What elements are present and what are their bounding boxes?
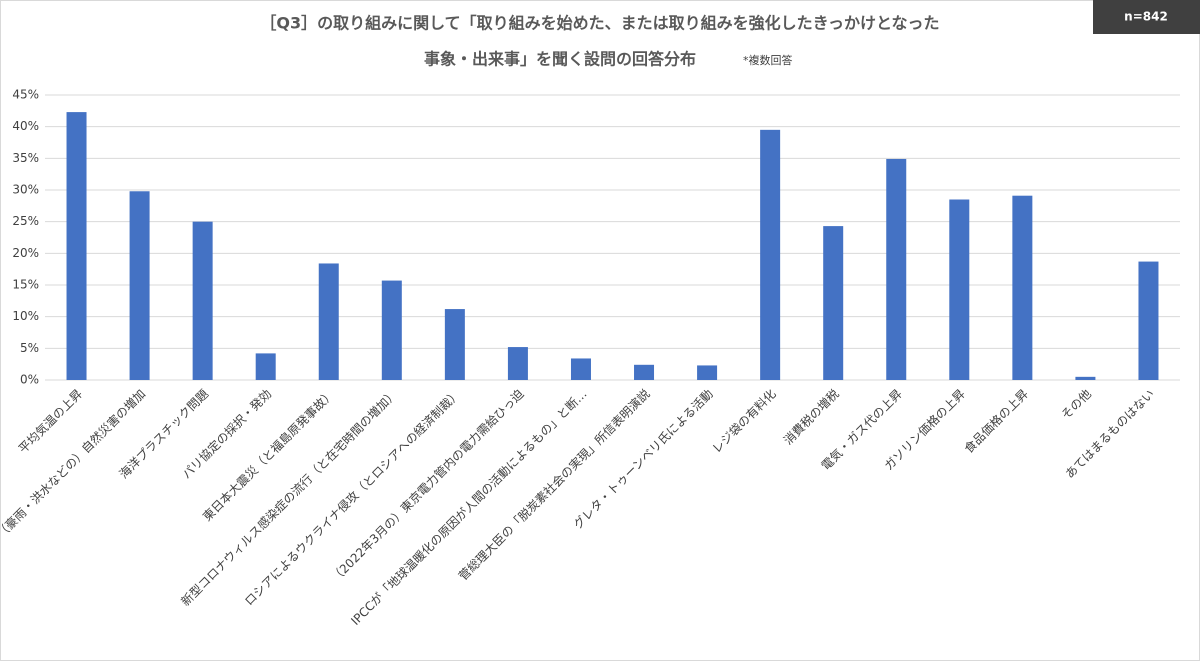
chart-title: ［Q3］の取り組みに関して「取り組みを始めた、または取り組みを強化したきっかけと… [260, 14, 939, 33]
y-tick-label: 40% [12, 119, 39, 133]
y-tick-label: 45% [12, 88, 39, 102]
y-tick-label: 30% [12, 183, 39, 197]
bar [823, 226, 844, 380]
bar [381, 280, 402, 380]
bar [697, 365, 718, 380]
bar [949, 199, 970, 380]
note: *複数回答 [743, 53, 793, 67]
y-tick-label: 35% [12, 151, 39, 165]
bar [318, 263, 339, 380]
bar [444, 309, 465, 380]
bar [760, 129, 781, 380]
bar [129, 191, 150, 380]
sample-size: n=842 [1124, 10, 1168, 24]
bar [1012, 195, 1033, 380]
y-tick-label: 0% [20, 373, 39, 387]
bar [570, 358, 591, 380]
bar [634, 364, 655, 380]
bar [1138, 261, 1159, 380]
bar [507, 347, 528, 380]
bar [192, 221, 213, 380]
y-tick-label: 15% [12, 278, 39, 292]
y-tick-label: 25% [12, 214, 39, 228]
y-tick-label: 20% [12, 246, 39, 260]
bar [1075, 376, 1096, 380]
sample-size-box [1093, 0, 1200, 34]
bar [255, 353, 276, 380]
chart-subtitle: 事象・出来事」を聞く設問の回答分布 [424, 50, 696, 69]
y-tick-label: 10% [12, 309, 39, 323]
bar [66, 112, 87, 380]
y-tick-label: 5% [20, 341, 39, 355]
bar [886, 158, 907, 380]
